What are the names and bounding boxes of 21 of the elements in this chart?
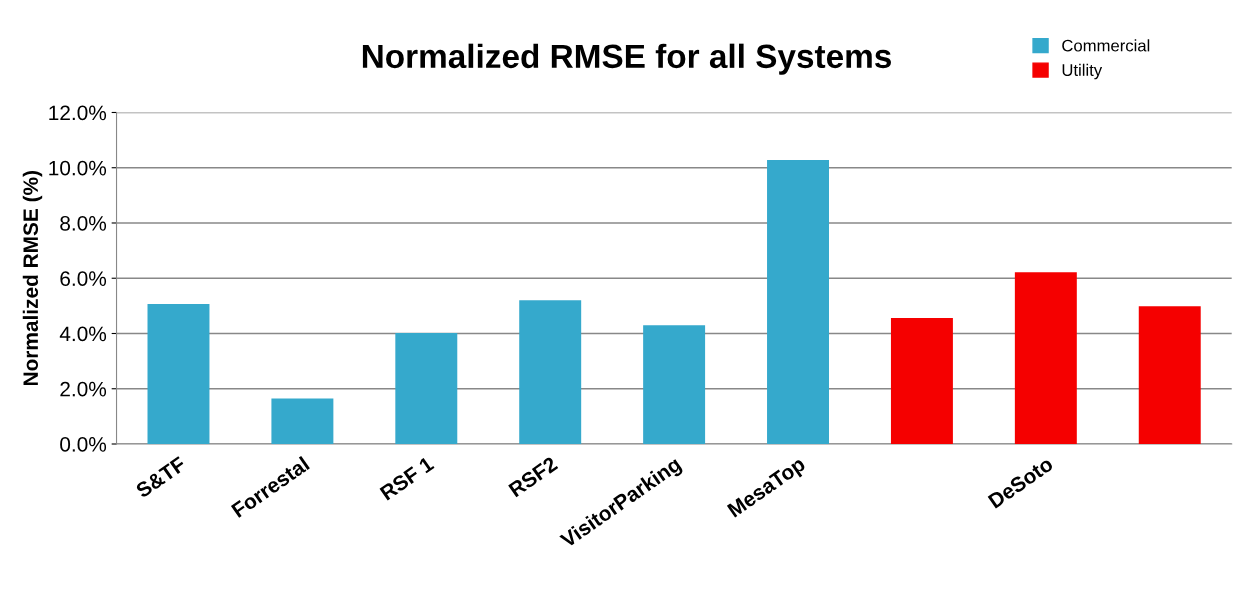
legend-label: Utility: [1062, 63, 1103, 80]
y-tick-label: 2.0%: [60, 381, 107, 397]
bar: [767, 160, 829, 444]
y-axis-title: Normalized RMSE (%): [22, 171, 43, 386]
bar: [643, 325, 706, 444]
y-tick-label: 10.0%: [49, 160, 107, 176]
bar: [147, 303, 210, 444]
bar: [890, 318, 953, 444]
y-tick-label: 6.0%: [60, 271, 107, 286]
x-tick-label: RSF 1: [379, 455, 435, 501]
bar: [1138, 306, 1201, 444]
y-tick-label: 8.0%: [60, 215, 107, 231]
legend-label: Commercial: [1062, 39, 1150, 52]
bar: [1014, 272, 1077, 444]
bar: [395, 332, 458, 444]
y-tick-label: 4.0%: [59, 326, 107, 342]
y-tick-label: 12.0%: [49, 105, 107, 121]
chart-title: Normalized RMSE for all Systems: [362, 43, 891, 75]
y-tick-label: 0.0%: [60, 437, 107, 452]
bar: [519, 300, 582, 444]
bar: [271, 398, 334, 444]
